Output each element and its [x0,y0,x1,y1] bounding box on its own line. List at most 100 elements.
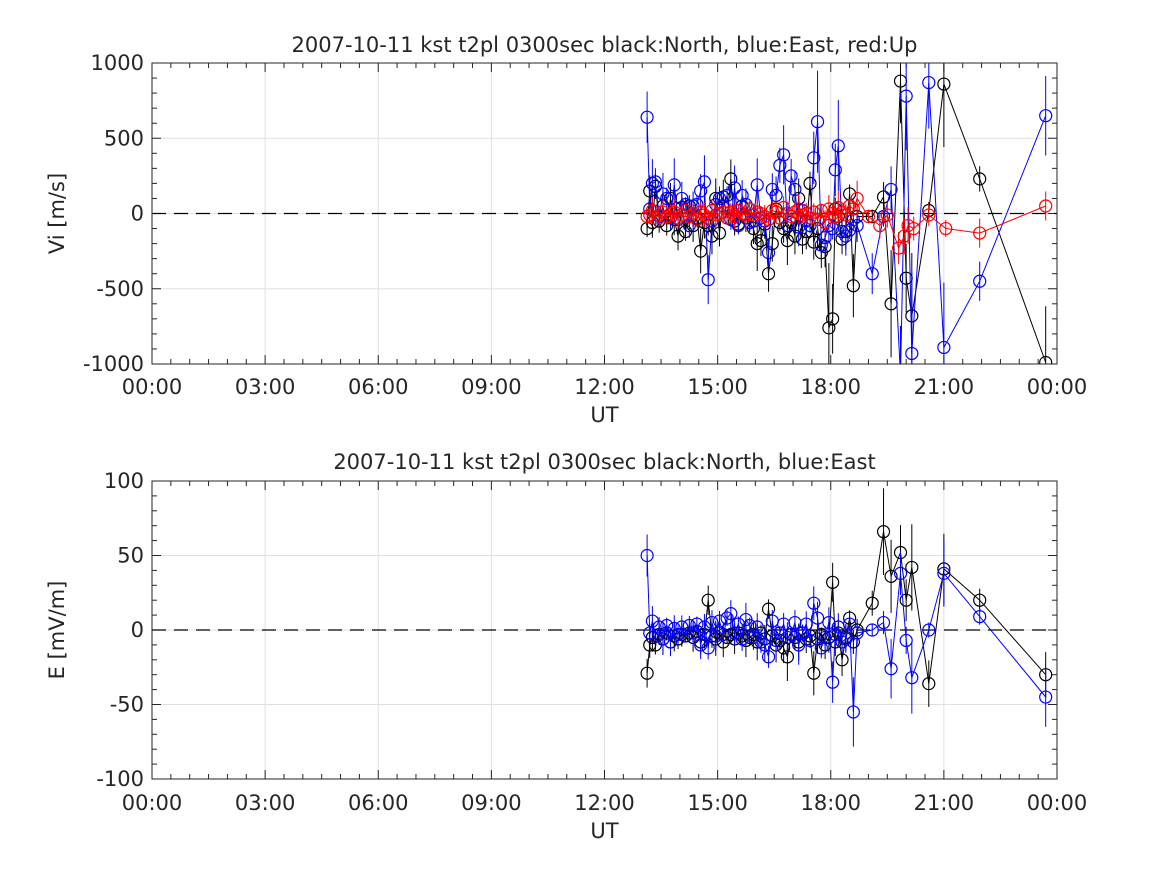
data-point [788,182,802,197]
data-point [973,172,987,186]
x-axis-label: UT [590,819,618,843]
data-point [735,188,749,203]
data-point [846,705,860,719]
data-point [905,346,919,361]
data-point [892,241,906,255]
data-point [807,596,821,610]
x-tick-label: 15:00 [687,791,748,815]
y-tick-label: -100 [96,767,144,791]
series-group [640,63,1053,364]
data-point [724,172,738,186]
x-tick-label: 00:00 [122,791,183,815]
series-up [640,180,1053,265]
data-point [905,671,919,685]
data-point [712,191,727,206]
x-tick-label: 18:00 [800,375,861,399]
x-tick-label: 00:00 [1027,791,1088,815]
data-point [697,208,712,222]
y-tick-label: -1000 [83,352,144,376]
data-point [788,229,802,243]
data-point [873,218,887,233]
data-point [818,630,832,645]
data-point [750,178,764,192]
data-point [761,267,776,281]
data-point [648,629,663,643]
data-point [799,206,813,221]
data-point [671,229,685,243]
data-point [697,620,712,634]
axes-box [151,480,1058,780]
data-point [690,197,704,212]
data-point [876,190,891,204]
data-point [937,77,951,91]
x-tick-label: 06:00 [348,791,409,815]
y-tick-label: 1000 [91,51,144,75]
x-tick-label: 21:00 [914,375,975,399]
data-point [922,623,936,637]
data-point [720,188,734,203]
data-point [810,212,825,227]
x-tick-label: 21:00 [914,791,975,815]
data-point [828,209,842,224]
data-point [645,203,659,218]
y-tick-label: 500 [104,126,144,150]
data-point [922,208,936,222]
data-point [780,206,794,221]
data-point [835,224,849,239]
data-point [818,215,832,230]
data-point [667,178,681,192]
data-point [720,611,734,625]
data-point [724,607,738,621]
data-point [652,620,666,634]
data-point [973,274,987,288]
x-tick-label: 12:00 [574,791,635,815]
x-tick-label: 15:00 [687,375,748,399]
data-point [792,638,806,652]
data-point [777,148,791,162]
data-point [701,211,715,225]
data-point [826,675,840,689]
data-point [803,633,817,648]
x-axis-label: UT [590,403,618,427]
data-point [1039,690,1053,704]
data-point [880,208,894,222]
data-point [640,666,654,680]
data-point [807,151,821,165]
data-point [743,618,757,633]
data-point [893,566,908,580]
data-point [835,635,849,649]
y-tick-label: 0 [131,202,144,226]
data-point [865,596,879,610]
x-tick-label: 09:00 [461,791,522,815]
axes-box [151,62,1058,365]
x-tick-label: 00:00 [122,375,183,399]
data-point [850,218,864,233]
data-point [865,623,879,637]
data-point [784,169,798,183]
data-point [865,267,879,281]
data-point [861,209,876,224]
data-point [727,181,742,195]
data-point [761,650,776,664]
panel-2: 00:00 03:00 06:00 09:00 12:00 15:00 18:00 21:00… [45,450,1087,843]
data-point [754,635,768,649]
data-point [826,312,840,326]
data-point [899,593,913,607]
data-point [712,226,727,240]
y-tick-label: 100 [104,469,144,493]
data-point [1039,355,1053,364]
x-tick-label: 03:00 [235,791,296,815]
data-point [899,89,913,103]
data-point [843,199,857,213]
data-point [884,662,898,676]
data-point [709,629,723,643]
data-point [682,209,696,224]
data-point [807,666,821,680]
series-east [640,534,1053,747]
data-point [675,620,689,634]
data-point [656,205,670,219]
data-point [814,238,828,252]
data-point [795,626,810,640]
data-point [839,632,853,646]
